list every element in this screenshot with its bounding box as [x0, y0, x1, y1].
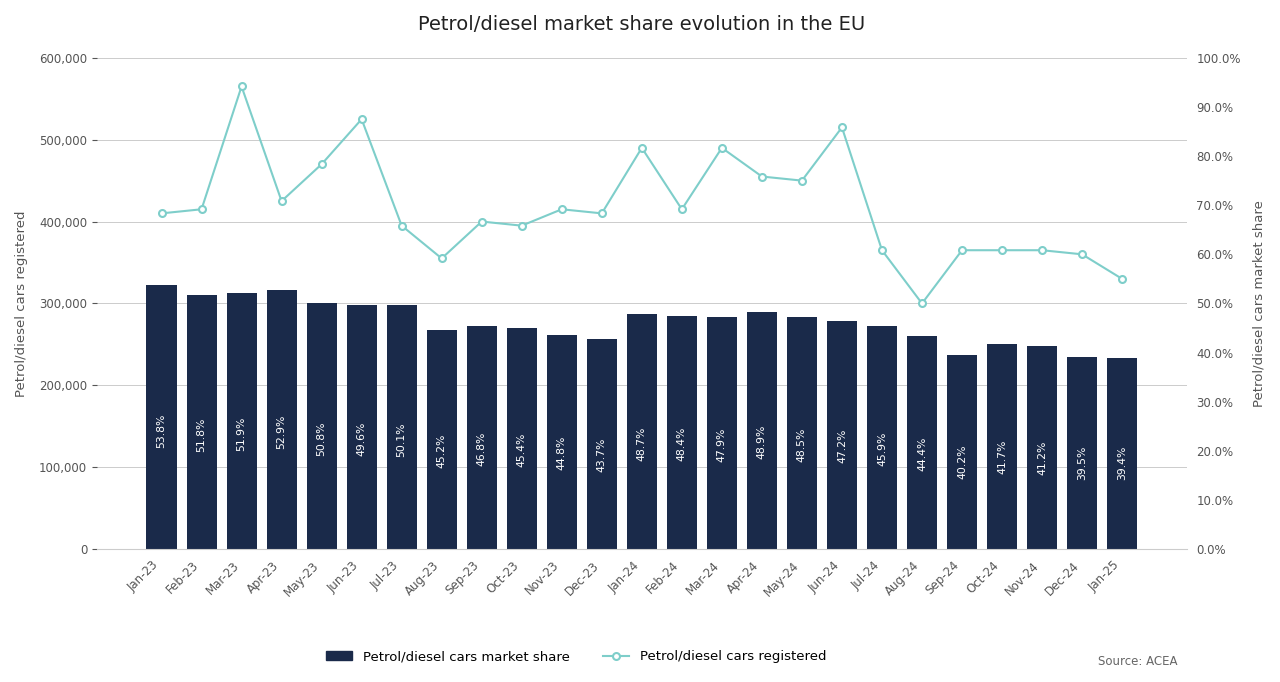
Text: 41.2%: 41.2%: [1037, 441, 1047, 475]
Text: 51.8%: 51.8%: [197, 417, 206, 452]
Text: Source: ACEA: Source: ACEA: [1098, 655, 1178, 668]
Bar: [146, 286, 177, 549]
Text: 47.9%: 47.9%: [717, 428, 727, 462]
Text: 45.4%: 45.4%: [517, 432, 527, 466]
Bar: [947, 355, 977, 549]
Text: 50.1%: 50.1%: [397, 422, 407, 456]
Text: 45.9%: 45.9%: [877, 432, 887, 466]
Text: 45.2%: 45.2%: [436, 434, 447, 468]
Text: 44.4%: 44.4%: [916, 436, 927, 471]
Text: 48.7%: 48.7%: [637, 426, 646, 460]
Text: 50.8%: 50.8%: [316, 421, 326, 456]
Bar: [987, 344, 1018, 549]
Text: 40.2%: 40.2%: [957, 445, 966, 479]
Bar: [426, 331, 457, 549]
Bar: [787, 316, 817, 549]
Text: 46.8%: 46.8%: [476, 431, 486, 466]
Y-axis label: Petrol/diesel cars market share: Petrol/diesel cars market share: [1252, 200, 1265, 407]
Bar: [867, 327, 897, 549]
Bar: [908, 336, 937, 549]
Text: 51.9%: 51.9%: [237, 417, 247, 451]
Bar: [1107, 357, 1137, 549]
Y-axis label: Petrol/diesel cars registered: Petrol/diesel cars registered: [15, 210, 28, 397]
Bar: [1068, 357, 1097, 549]
Bar: [667, 316, 696, 549]
Bar: [467, 325, 497, 549]
Bar: [707, 316, 737, 549]
Text: 49.6%: 49.6%: [357, 422, 366, 456]
Text: 39.4%: 39.4%: [1117, 446, 1128, 480]
Bar: [827, 321, 856, 549]
Text: 53.8%: 53.8%: [156, 413, 166, 447]
Legend: Petrol/diesel cars market share, Petrol/diesel cars registered: Petrol/diesel cars market share, Petrol/…: [320, 645, 832, 668]
Bar: [266, 290, 297, 549]
Text: 44.8%: 44.8%: [557, 435, 567, 470]
Bar: [387, 305, 417, 549]
Bar: [307, 303, 337, 549]
Bar: [1027, 346, 1057, 549]
Text: 48.5%: 48.5%: [797, 428, 806, 462]
Text: 48.9%: 48.9%: [756, 425, 767, 460]
Text: 52.9%: 52.9%: [276, 415, 287, 449]
Text: 48.4%: 48.4%: [677, 427, 687, 461]
Bar: [187, 295, 216, 549]
Bar: [227, 293, 256, 549]
Text: 47.2%: 47.2%: [837, 429, 847, 464]
Text: 39.5%: 39.5%: [1076, 445, 1087, 479]
Bar: [586, 339, 617, 549]
Bar: [547, 335, 577, 549]
Bar: [627, 314, 657, 549]
Text: 43.7%: 43.7%: [596, 437, 607, 472]
Bar: [748, 312, 777, 549]
Bar: [507, 328, 536, 549]
Text: 41.7%: 41.7%: [997, 440, 1007, 474]
Bar: [347, 305, 376, 549]
Title: Petrol/diesel market share evolution in the EU: Petrol/diesel market share evolution in …: [419, 15, 865, 34]
